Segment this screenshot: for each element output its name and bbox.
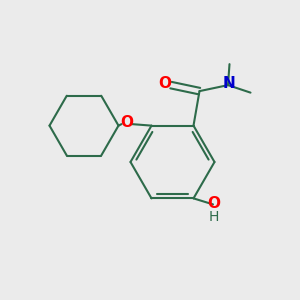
Text: O: O bbox=[120, 115, 133, 130]
Text: N: N bbox=[223, 76, 235, 91]
Text: O: O bbox=[158, 76, 171, 91]
Text: H: H bbox=[208, 210, 219, 224]
Text: O: O bbox=[207, 196, 220, 211]
